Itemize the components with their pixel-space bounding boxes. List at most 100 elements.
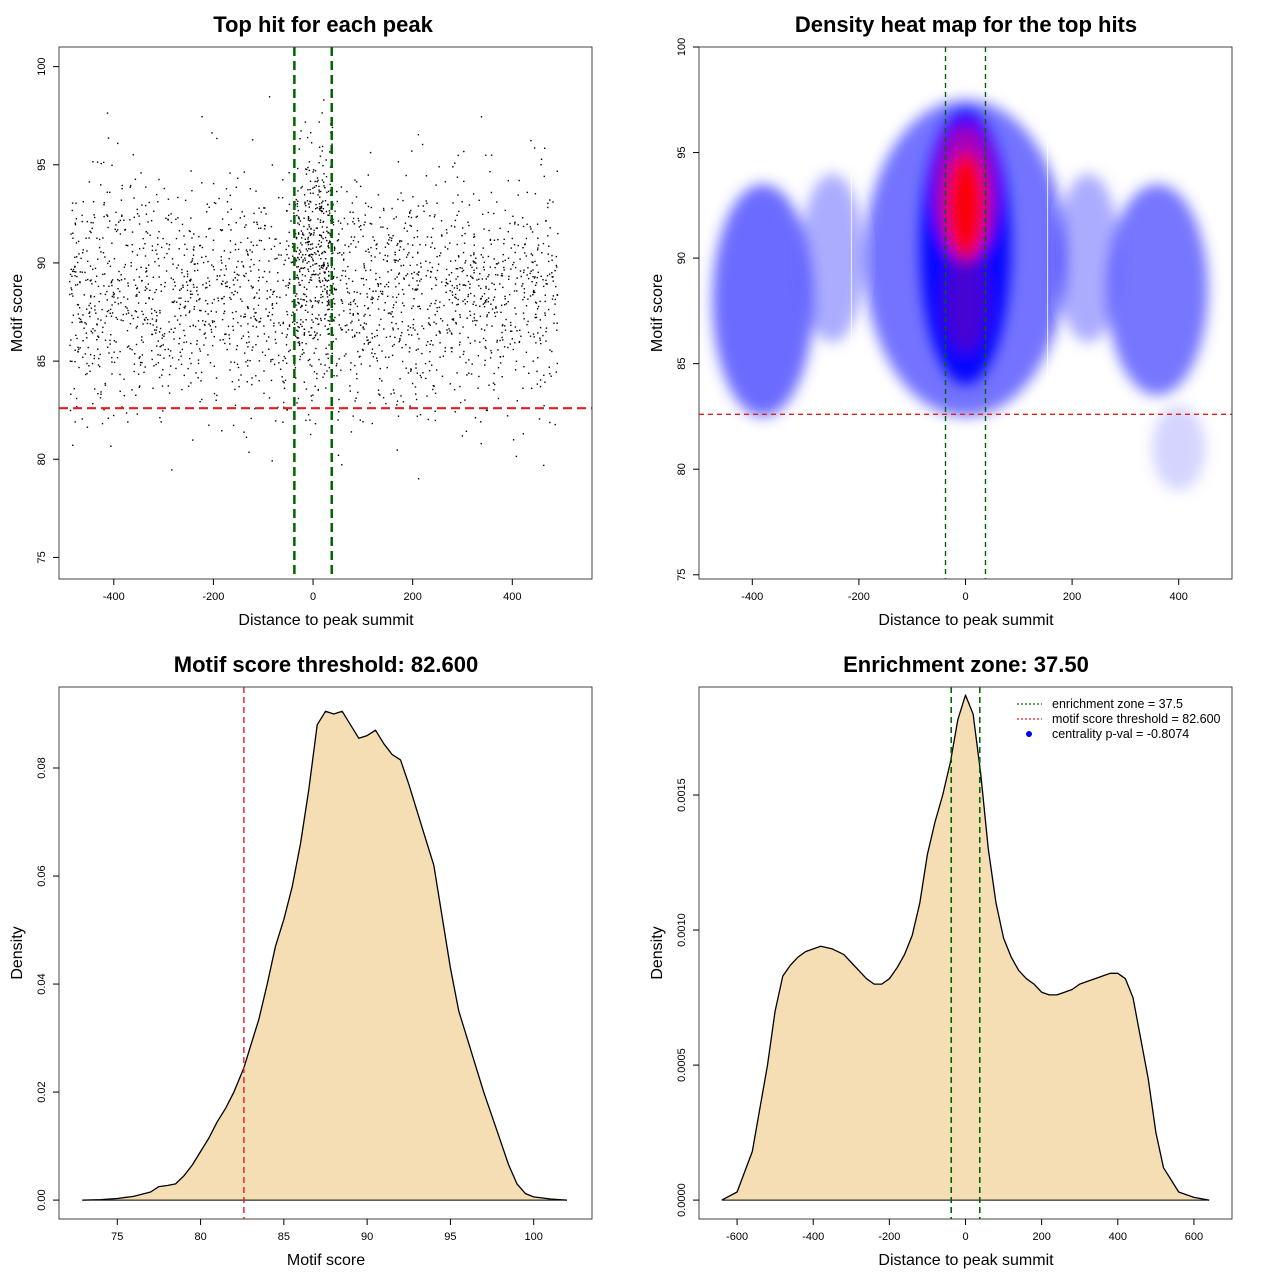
scatter-point	[307, 270, 310, 272]
scatter-point	[354, 364, 356, 367]
scatter-point	[283, 355, 285, 358]
scatter-point	[490, 154, 493, 156]
scatter-point	[283, 263, 285, 266]
scatter-point	[387, 295, 389, 297]
scatter-point	[420, 266, 422, 268]
scatter-point	[325, 347, 327, 349]
scatter-point	[131, 251, 134, 253]
scatter-point	[501, 275, 504, 277]
scatter-point	[459, 316, 461, 318]
scatter-point	[69, 273, 72, 276]
scatter-point	[132, 154, 134, 156]
scatter-point	[365, 250, 367, 252]
scatter-point	[412, 196, 414, 198]
scatter-point	[319, 246, 321, 248]
scatter-point	[251, 377, 253, 379]
scatter-point	[97, 285, 100, 288]
scatter-point	[270, 359, 272, 361]
scatter-point	[109, 343, 111, 345]
scatter-point	[302, 261, 304, 263]
scatter-point	[154, 291, 156, 294]
scatter-point	[149, 234, 151, 236]
scatter-point	[441, 234, 443, 236]
scatter-point	[317, 194, 319, 196]
scatter-point	[389, 312, 391, 314]
scatter-point	[248, 451, 250, 453]
scatter-point	[141, 354, 144, 356]
scatter-point	[325, 268, 327, 270]
scatter-point	[401, 302, 404, 304]
scatter-point	[502, 253, 504, 256]
scatter-point	[437, 263, 440, 265]
density-curve	[82, 710, 568, 1201]
scatter-point	[397, 198, 399, 201]
scatter-point	[144, 366, 146, 368]
scatter-point	[514, 221, 516, 223]
scatter-point	[469, 283, 471, 285]
scatter-point	[122, 320, 124, 322]
scatter-point	[266, 290, 268, 292]
scatter-point	[441, 235, 443, 237]
scatter-point	[381, 290, 384, 293]
scatter-point	[349, 308, 351, 311]
scatter-point	[432, 385, 434, 387]
scatter-point	[523, 366, 525, 368]
scatter-point	[84, 322, 86, 324]
scatter-point	[482, 266, 485, 268]
scatter-point	[312, 247, 314, 249]
scatter-point	[108, 352, 110, 354]
scatter-point	[532, 269, 534, 271]
scatter-point	[74, 284, 77, 286]
scatter-point	[521, 285, 523, 287]
scatter-point	[238, 274, 240, 276]
scatter-point	[257, 335, 259, 337]
scatter-point	[182, 286, 184, 288]
scatter-point	[298, 217, 300, 219]
scatter-point	[90, 279, 92, 281]
scatter-point	[309, 188, 311, 191]
scatter-point	[133, 216, 135, 218]
scatter-point	[534, 291, 536, 293]
scatter-point	[183, 374, 185, 377]
scatter-point	[298, 341, 300, 343]
scatter-point	[258, 276, 260, 279]
scatter-point	[482, 303, 485, 305]
scatter-point	[237, 260, 239, 263]
scatter-point	[391, 354, 394, 357]
scatter-point	[380, 318, 382, 321]
scatter-point	[75, 242, 78, 244]
scatter-point	[456, 214, 458, 216]
scatter-point	[138, 215, 140, 217]
scatter-point	[493, 239, 496, 241]
scatter-point	[386, 227, 388, 230]
scatter-point	[532, 275, 534, 278]
scatter-point	[122, 313, 124, 316]
scatter-point	[488, 229, 490, 232]
scatter-point	[328, 214, 330, 216]
scatter-point	[329, 151, 331, 153]
scatter-point	[312, 260, 314, 262]
scatter-point	[319, 206, 321, 208]
score-density-title: Motif score threshold: 82.600	[174, 652, 478, 677]
scatter-point	[123, 378, 125, 380]
scatter-point	[363, 305, 366, 307]
scatter-point	[450, 347, 452, 349]
scatter-point	[462, 269, 465, 272]
scatter-point	[329, 212, 331, 214]
scatter-point	[431, 364, 433, 366]
scatter-point	[534, 260, 536, 263]
scatter-point	[385, 336, 388, 338]
scatter-point	[327, 264, 329, 266]
scatter-point	[537, 247, 539, 249]
scatter-point	[432, 227, 434, 230]
scatter-point	[293, 212, 295, 214]
scatter-point	[316, 373, 318, 375]
scatter-point	[332, 319, 335, 321]
scatter-point	[403, 248, 405, 251]
scatter-point	[126, 298, 129, 300]
scatter-point	[527, 331, 530, 334]
scatter-point	[446, 282, 448, 285]
scatter-point	[263, 370, 265, 372]
scatter-point	[108, 285, 110, 287]
scatter-point	[192, 439, 194, 441]
